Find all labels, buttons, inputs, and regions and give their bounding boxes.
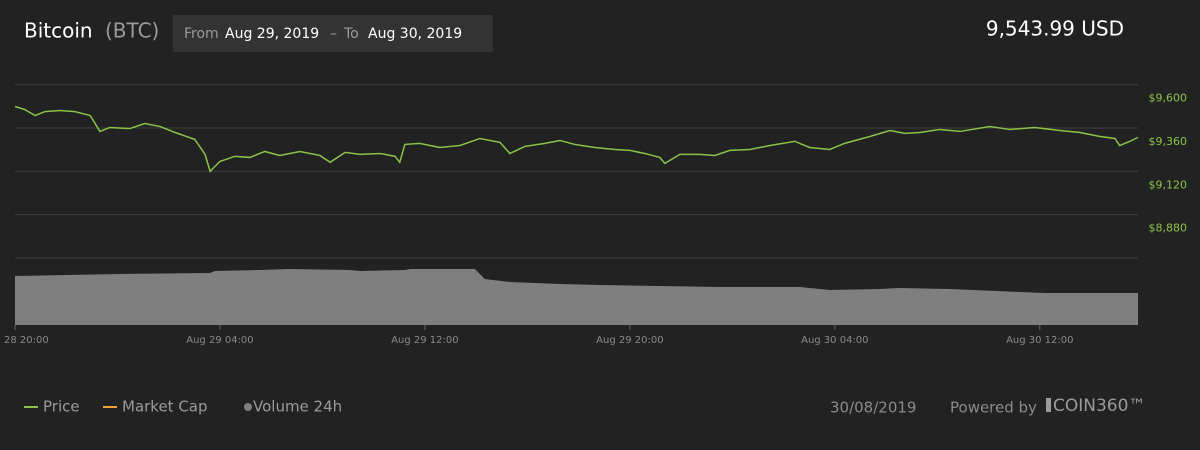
brand: COIN360™ (1053, 396, 1145, 416)
current-price: 9,543.99 USD (986, 17, 1124, 41)
date-range-box[interactable] (173, 15, 493, 52)
coin-symbol: (BTC) (105, 19, 159, 43)
legend-marker (244, 403, 252, 411)
legend-label: Volume 24h (253, 398, 342, 416)
volume-area (15, 269, 1138, 325)
to-label: To (343, 26, 359, 42)
y-tick-label: $8,880 (1149, 222, 1188, 235)
from-label: From (184, 26, 219, 42)
from-date: Aug 29, 2019 (225, 26, 319, 42)
to-date: Aug 30, 2019 (368, 26, 462, 42)
y-tick-label: $9,360 (1149, 135, 1188, 148)
y-tick-label: $9,600 (1149, 92, 1188, 105)
x-tick-label: Aug 29 04:00 (186, 335, 253, 346)
x-tick-label: Aug 30 12:00 (1006, 335, 1073, 346)
legend-label: Market Cap (122, 398, 208, 416)
x-tick-label: Aug 29 20:00 (596, 335, 663, 346)
x-tick-label: Aug 28 20:00 (0, 335, 49, 346)
brand-icon (1046, 398, 1051, 412)
legend-label: Price (43, 398, 80, 416)
x-tick-label: Aug 30 04:00 (801, 335, 868, 346)
range-separator: – (330, 26, 337, 42)
price-line (14, 105, 1139, 173)
coin-name: Bitcoin (24, 19, 93, 43)
powered-by: Powered by (950, 399, 1037, 417)
y-tick-label: $9,120 (1149, 178, 1188, 191)
footer-date: 30/08/2019 (830, 399, 916, 417)
x-tick-label: Aug 29 12:00 (391, 335, 458, 346)
